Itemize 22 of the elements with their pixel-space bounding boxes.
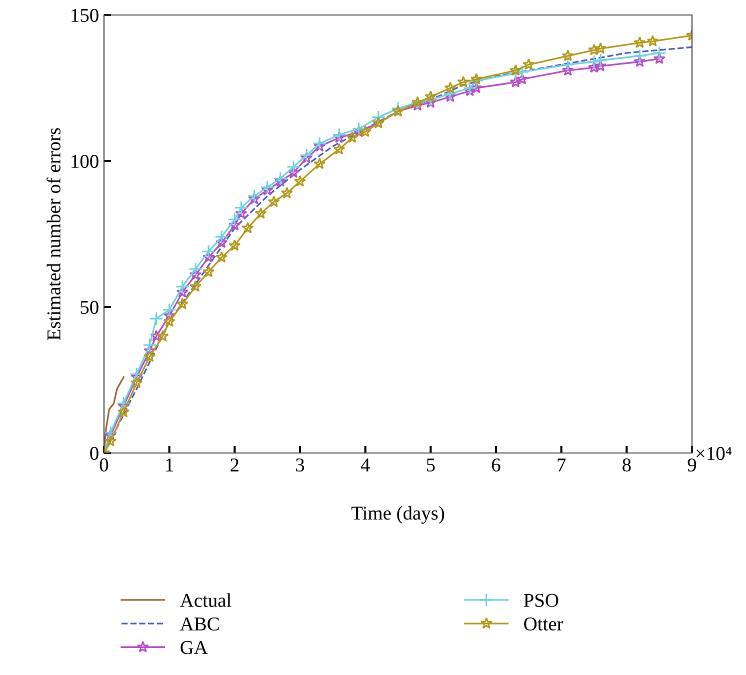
x-tick-label: 7 <box>558 458 566 472</box>
x-tick-label: 5 <box>426 458 435 472</box>
legend-label: Otter <box>524 617 564 631</box>
y-tick-label: 0 <box>90 446 98 460</box>
x-tick-label: 1 <box>166 458 174 472</box>
y-axis-title: Estimated number of errors <box>46 128 60 340</box>
legend-label: PSO <box>524 594 558 607</box>
x-tick-label: 8 <box>622 458 631 472</box>
y-tick-label: 50 <box>80 300 98 314</box>
x-tick-label: 9 <box>688 458 696 472</box>
legend-label: ABC <box>180 617 219 631</box>
text: ×10⁴ <box>696 446 732 460</box>
y-tick-label: 100 <box>72 154 98 168</box>
x-tick-label: 4 <box>360 458 370 472</box>
x-axis-title: Time (days) <box>351 506 444 524</box>
legend-label: GA <box>180 641 208 654</box>
x-tick-label: 0 <box>100 458 108 472</box>
x-tick-label: 3 <box>296 458 304 472</box>
y-tick-label: 150 <box>72 8 98 22</box>
x-tick-label: 6 <box>492 458 500 472</box>
x-tick-label: 2 <box>230 458 238 472</box>
legend-label: Actual <box>180 593 232 607</box>
